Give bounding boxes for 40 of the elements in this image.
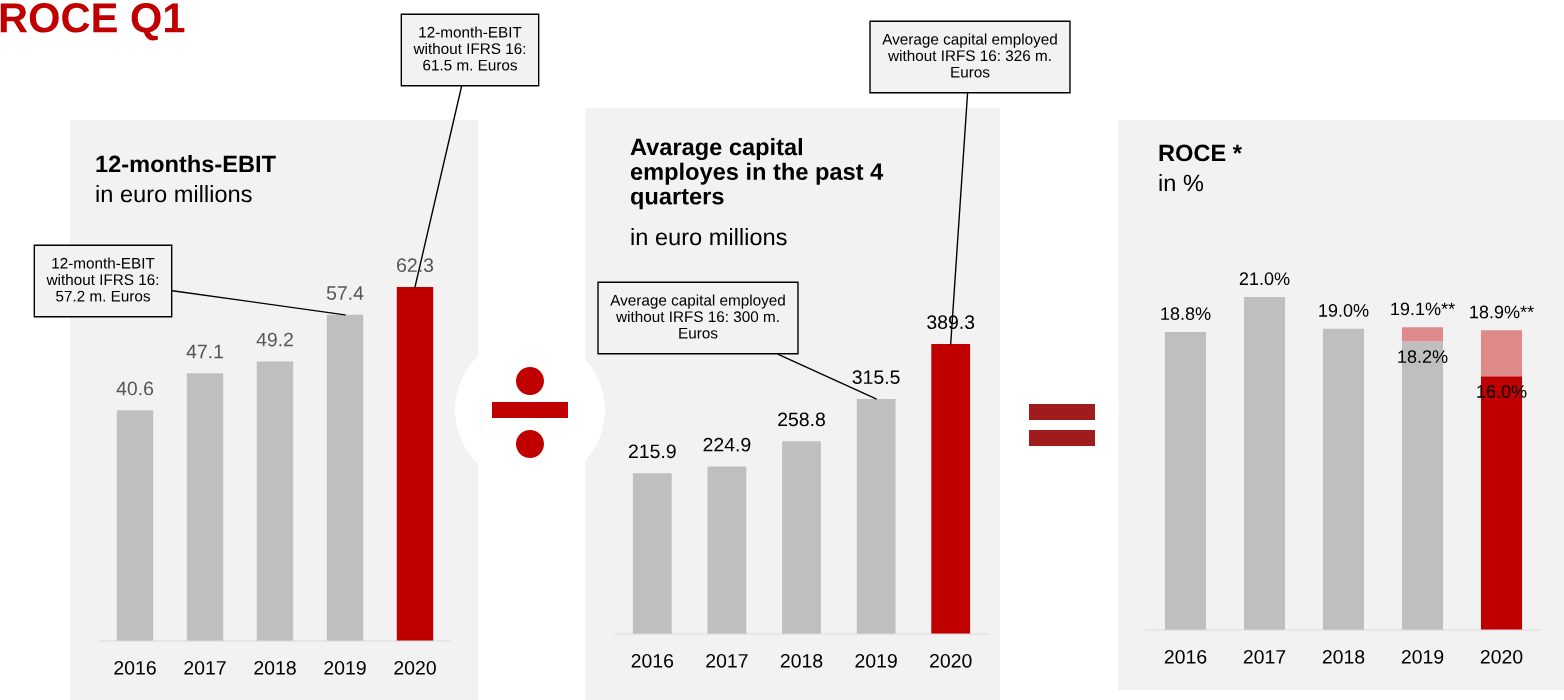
x-tick-label: 2019 — [324, 660, 366, 675]
total-label: 18.8% — [1161, 307, 1211, 320]
data-label: 49.2 — [256, 332, 293, 347]
annotation: 12-month-EBIT without IFRS 16: 61.5 m. Euros — [413, 26, 526, 71]
x-tick-label: 2020 — [394, 660, 436, 675]
annotation: Average capital employed without IRFS 16: 326 m. Euros — [882, 33, 1057, 78]
data-label: 18.2% — [1398, 350, 1448, 363]
annotation: 12-month-EBIT without IFRS 16: 57.2 m. Euros — [46, 257, 159, 302]
data-label: 315.5 — [852, 370, 900, 385]
annotation: Average capital employed without IRFS 16: 300 m. Euros — [610, 294, 785, 339]
x-tick-label: 2017 — [706, 653, 748, 668]
text: ROCE Q1 — [0, 3, 185, 41]
chart-subtitle: in euro millions — [96, 185, 252, 203]
x-tick-label: 2018 — [1322, 649, 1365, 664]
x-tick-label: 2016 — [1164, 649, 1207, 664]
data-label: 40.6 — [116, 381, 154, 396]
x-tick-label: 2020 — [1480, 649, 1523, 664]
data-label: 57.4 — [326, 286, 364, 300]
total-label: 21.0% — [1239, 272, 1290, 286]
x-tick-label: 2018 — [780, 653, 823, 668]
chart-subtitle: in euro millions — [631, 228, 787, 246]
x-tick-label: 2017 — [184, 660, 226, 675]
chart-title: ROCE * — [1159, 144, 1242, 162]
chart-title: Avarage capital employes in the past 4 quarters — [630, 138, 884, 210]
x-tick-label: 2020 — [930, 653, 972, 668]
chart-subtitle: in % — [1159, 174, 1204, 192]
x-tick-label: 2019 — [855, 653, 897, 668]
data-label: 47.1 — [186, 344, 223, 359]
total-label: 19.0% — [1319, 304, 1369, 317]
x-tick-label: 2017 — [1243, 649, 1286, 664]
x-tick-label: 2018 — [254, 660, 296, 675]
data-label: 224.9 — [703, 437, 751, 452]
data-label: 215.9 — [628, 444, 676, 459]
x-tick-label: 2016 — [114, 660, 156, 675]
x-tick-label: 2016 — [631, 653, 674, 668]
x-tick-label: 2019 — [1401, 649, 1444, 664]
data-label: 258.8 — [778, 412, 825, 427]
total-label: 19.1%** — [1391, 302, 1455, 316]
total-label: 18.9%** — [1470, 305, 1534, 319]
chart-title: 12-months-EBIT — [96, 155, 276, 173]
